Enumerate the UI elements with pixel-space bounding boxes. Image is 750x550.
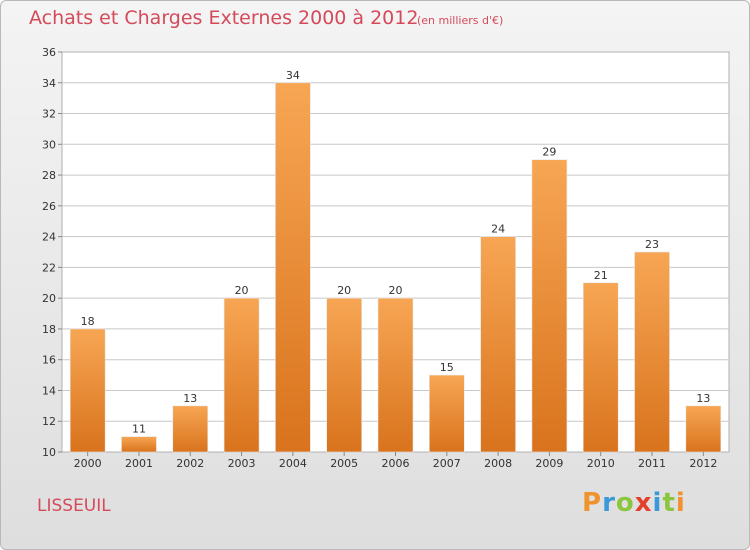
y-tick-label: 22	[42, 261, 56, 274]
data-label-2005: 20	[337, 284, 351, 297]
bar-2004	[275, 82, 311, 453]
data-label-2004: 34	[286, 69, 300, 82]
data-label-2011: 23	[645, 238, 659, 251]
y-tick-label: 20	[42, 292, 56, 305]
x-tick-label-2004: 2004	[279, 457, 307, 470]
x-tick-label-2008: 2008	[484, 457, 512, 470]
x-tick-label-2007: 2007	[433, 457, 461, 470]
proxiti-logo: Proxiti	[582, 488, 686, 518]
bar-2009	[531, 159, 568, 453]
x-tick-label-2005: 2005	[330, 457, 358, 470]
x-tick-label-2009: 2009	[535, 457, 563, 470]
y-tick-label: 18	[42, 323, 56, 336]
bar-2010	[582, 282, 619, 453]
logo-letter: o	[615, 488, 635, 518]
bar-2006	[377, 297, 414, 453]
bars	[69, 82, 722, 453]
logo-letter: t	[662, 488, 676, 518]
bar-2008	[480, 236, 516, 453]
bar-2011	[634, 251, 670, 453]
chart-subtitle: (en milliers d'€)	[417, 14, 504, 27]
x-tick-label-2010: 2010	[587, 457, 615, 470]
x-tick-label-2000: 2000	[74, 457, 102, 470]
data-label-2007: 15	[440, 361, 454, 374]
x-tick-label-2001: 2001	[125, 457, 153, 470]
chart-title: Achats et Charges Externes 2000 à 2012	[29, 7, 419, 29]
bar-2001	[121, 436, 157, 453]
y-axis-ticks: 10 12 14 16 18 20 22 24 26 28 30 32 34 36	[42, 46, 62, 459]
bar-2000	[69, 328, 106, 453]
data-label-2000: 18	[81, 315, 95, 328]
logo-letter: P	[582, 488, 603, 518]
data-labels: 18 11 13 20 34 20 20 15 24 29 21 23 13	[81, 69, 711, 436]
logo-letter: i	[652, 488, 663, 518]
data-label-2009: 29	[542, 146, 556, 159]
y-tick-label: 34	[42, 77, 56, 90]
data-label-2002: 13	[183, 392, 197, 405]
bar-2007	[429, 374, 465, 453]
data-label-2006: 20	[389, 284, 403, 297]
x-tick-label-2011: 2011	[638, 457, 666, 470]
logo-letter: x	[634, 488, 653, 518]
bar-2002	[172, 405, 209, 453]
logo-letter: r	[602, 488, 616, 518]
x-tick-label-2003: 2003	[228, 457, 256, 470]
data-label-2012: 13	[696, 392, 710, 405]
bar-2012	[685, 405, 722, 453]
y-tick-label: 26	[42, 200, 56, 213]
y-tick-label: 24	[42, 231, 56, 244]
data-label-2008: 24	[491, 223, 505, 236]
data-label-2001: 11	[132, 423, 146, 436]
y-tick-label: 30	[42, 138, 56, 151]
y-tick-label: 28	[42, 169, 56, 182]
logo-letter: i	[675, 488, 686, 518]
place-name: LISSEUIL	[37, 496, 111, 516]
y-tick-label: 10	[42, 446, 56, 459]
y-tick-label: 12	[42, 415, 56, 428]
y-tick-label: 36	[42, 46, 56, 59]
x-axis-ticks: 2000 2001 2002 2003 2004 2005 2006 2007 2008 2009…	[74, 452, 717, 470]
y-tick-label: 16	[42, 354, 56, 367]
bar-2005	[326, 297, 362, 453]
data-label-2003: 20	[235, 284, 249, 297]
y-tick-label: 14	[42, 384, 56, 397]
bar-2003	[223, 297, 260, 453]
x-tick-label-2006: 2006	[382, 457, 410, 470]
data-label-2010: 21	[594, 269, 608, 282]
x-tick-label-2012: 2012	[689, 457, 717, 470]
x-tick-label-2002: 2002	[176, 457, 204, 470]
y-tick-label: 32	[42, 108, 56, 121]
